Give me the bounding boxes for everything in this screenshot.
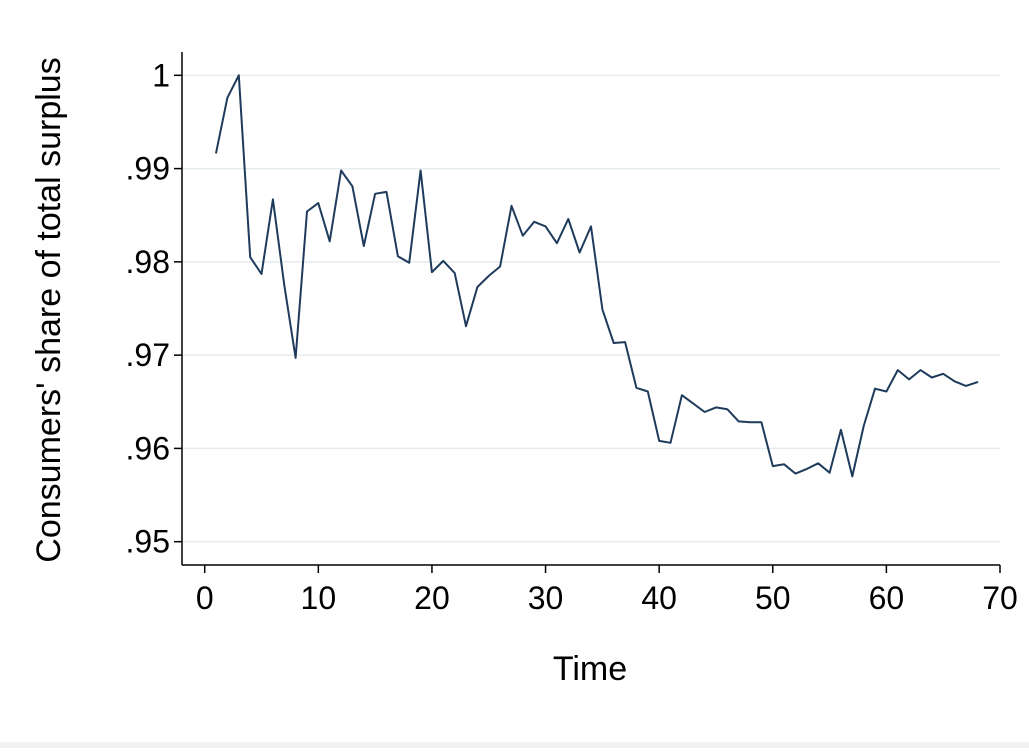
y-axis-title: Consumers' share of total surplus (30, 57, 68, 562)
x-axis-title: Time (553, 650, 627, 688)
x-tick-label: 20 (414, 580, 450, 616)
y-tick-label: .96 (126, 430, 170, 466)
x-tick-label: 40 (641, 580, 677, 616)
x-tick-label: 60 (869, 580, 905, 616)
x-tick-label: 10 (301, 580, 337, 616)
bottom-strip (0, 742, 1029, 748)
x-tick-label: 50 (755, 580, 791, 616)
axes (181, 52, 1000, 566)
y-tick-label: .97 (126, 337, 170, 373)
x-tick-label: 30 (528, 580, 564, 616)
series-line (215, 74, 979, 478)
series (215, 74, 979, 478)
y-tick-label: 1 (152, 57, 170, 93)
x-tick-label: 0 (196, 580, 214, 616)
y-tick-label: .98 (126, 244, 170, 280)
x-tick-label: 70 (982, 580, 1018, 616)
y-tick-label: .95 (126, 524, 170, 560)
y-tick-label: .99 (126, 151, 170, 187)
gridlines (182, 74, 1000, 543)
